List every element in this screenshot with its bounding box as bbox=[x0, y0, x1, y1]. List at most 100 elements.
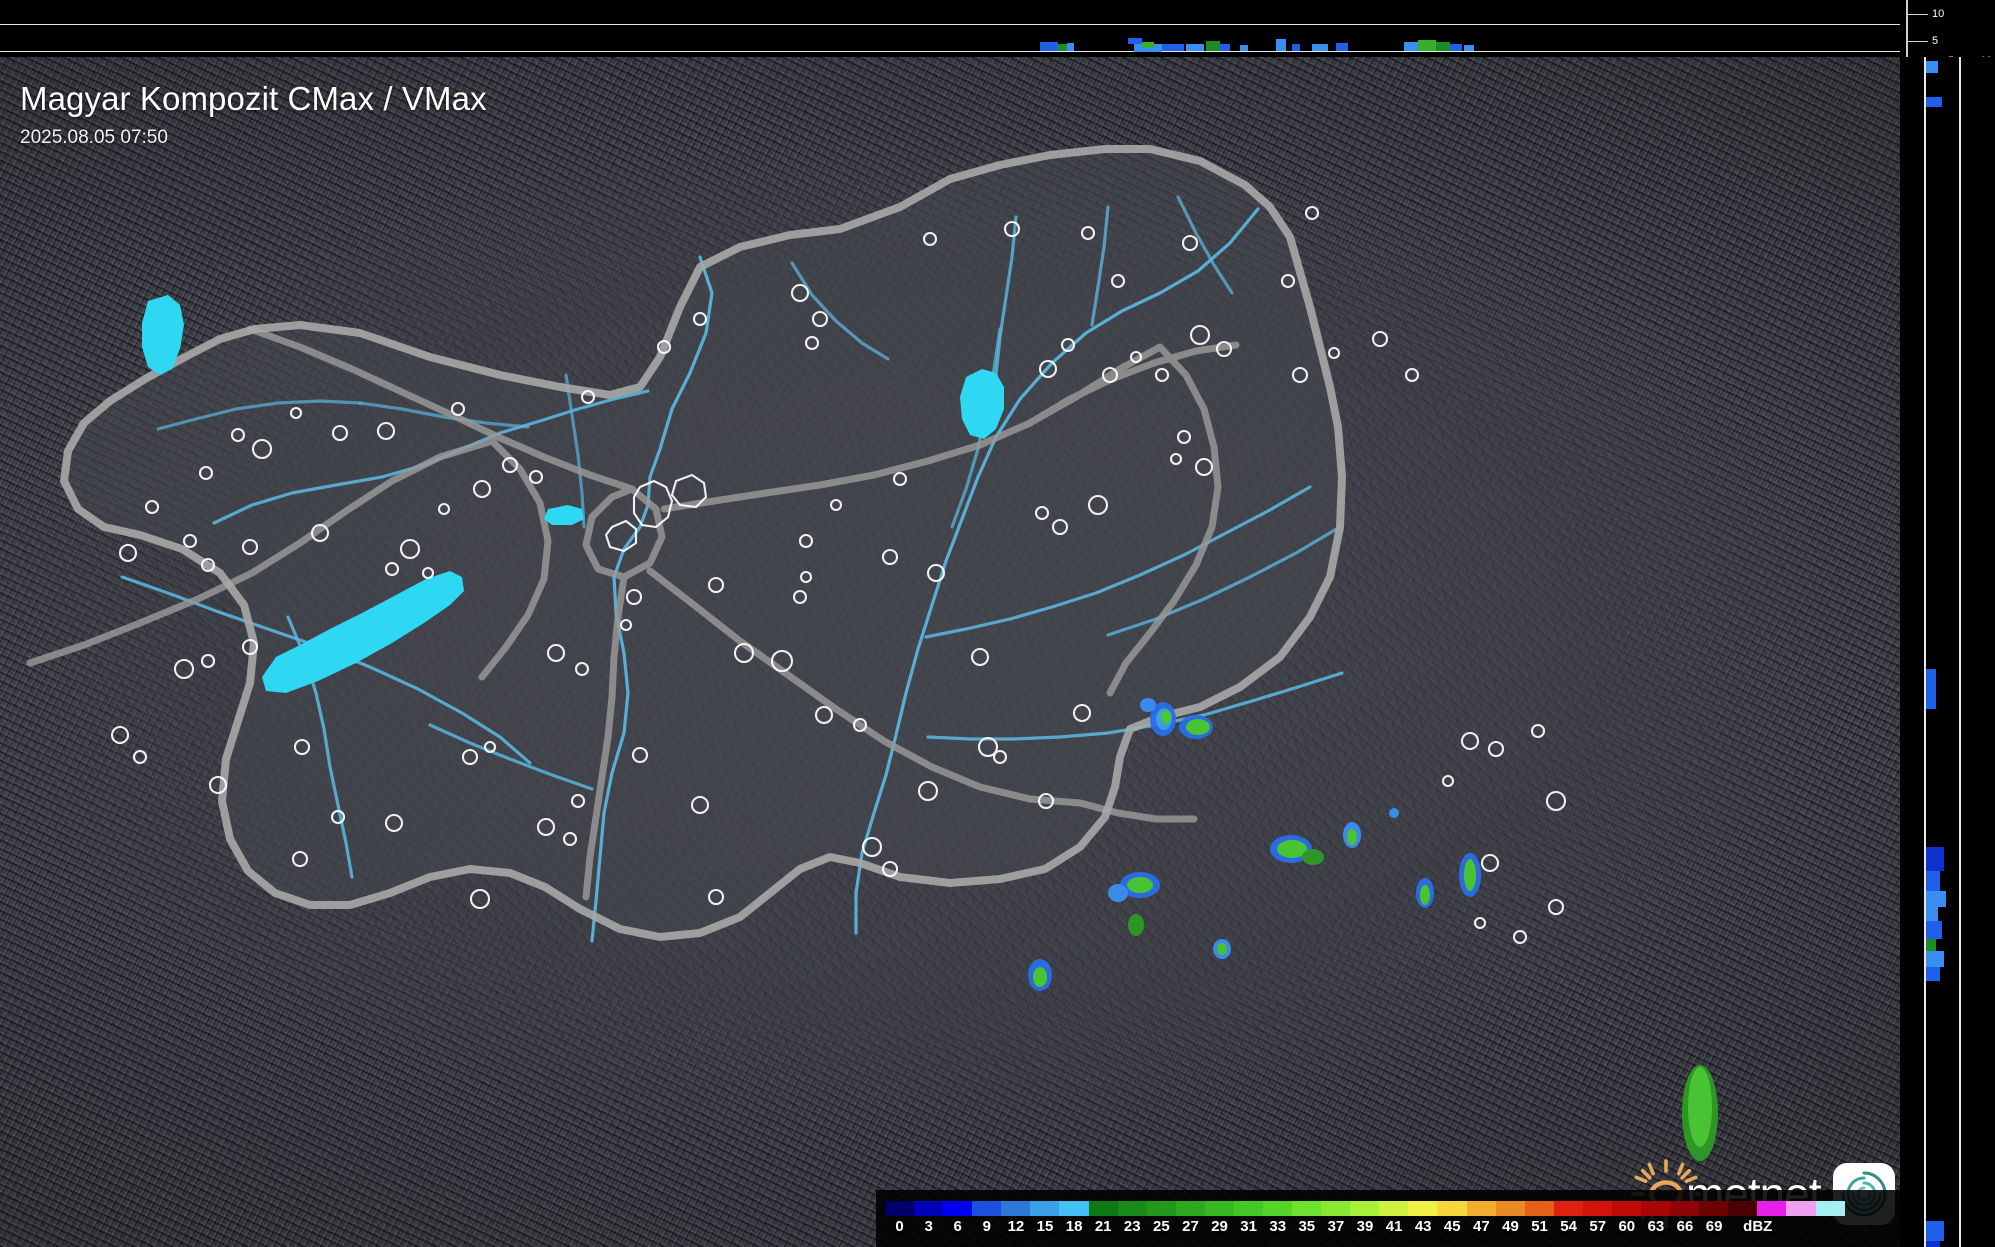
lakes-layer bbox=[142, 295, 1004, 693]
scale-tick-label: 25 bbox=[1153, 1218, 1170, 1235]
scale-tick-label: 41 bbox=[1385, 1218, 1403, 1235]
map-vector-layer bbox=[26, 145, 1718, 1161]
radar-echo-block bbox=[1220, 44, 1230, 51]
radar-echo-block bbox=[1926, 871, 1940, 891]
color-swatch bbox=[1117, 1201, 1147, 1216]
radar-echo-block bbox=[1926, 951, 1944, 967]
axis-tick-v-5 bbox=[1906, 41, 1928, 42]
vmax-top-gridline-2 bbox=[0, 51, 1900, 52]
color-swatch bbox=[1146, 1201, 1176, 1216]
color-swatch bbox=[1670, 1201, 1700, 1216]
color-swatch bbox=[1088, 1201, 1118, 1216]
scale-tick-label: 3 bbox=[924, 1218, 933, 1235]
color-swatch bbox=[1030, 1201, 1060, 1216]
scale-tick-label: 54 bbox=[1560, 1218, 1577, 1235]
color-swatch bbox=[1611, 1201, 1642, 1216]
color-swatch bbox=[1495, 1201, 1525, 1216]
radar-echo-block bbox=[1450, 44, 1462, 51]
scale-tick-label: 0 bbox=[895, 1218, 904, 1235]
vmax-top-gridline-1 bbox=[0, 24, 1900, 25]
radar-echo-block bbox=[1040, 42, 1058, 51]
radar-echo-block bbox=[1240, 45, 1248, 51]
lake-tisza bbox=[960, 369, 1004, 439]
color-swatch bbox=[1379, 1201, 1409, 1216]
axis-label-v-5: 5 bbox=[1932, 35, 1939, 47]
scale-tick-label: 39 bbox=[1356, 1218, 1374, 1235]
settlements-layer bbox=[110, 205, 1567, 945]
radar-echo-block bbox=[1134, 44, 1162, 52]
radar-echo-block bbox=[1058, 44, 1067, 51]
scale-tick-label: 47 bbox=[1473, 1218, 1490, 1235]
color-swatch bbox=[1059, 1201, 1089, 1216]
radar-echo-block bbox=[1926, 669, 1936, 709]
radar-echo-block bbox=[1926, 1241, 1940, 1247]
scale-tick-label: 33 bbox=[1269, 1218, 1287, 1235]
scale-tick-label: 29 bbox=[1211, 1218, 1228, 1235]
radar-echo-block bbox=[1162, 44, 1184, 51]
color-swatch bbox=[1292, 1201, 1322, 1216]
lake-balaton bbox=[262, 571, 464, 693]
scale-tick-label: 15 bbox=[1036, 1218, 1054, 1235]
color-swatch bbox=[1437, 1201, 1467, 1216]
scale-tick-label: 12 bbox=[1007, 1218, 1025, 1235]
scale-tick-label: 27 bbox=[1182, 1218, 1199, 1235]
color-swatch bbox=[1350, 1201, 1380, 1216]
radar-echo-block bbox=[1206, 41, 1220, 51]
color-swatch bbox=[1001, 1201, 1031, 1216]
color-swatch bbox=[1641, 1201, 1671, 1216]
color-swatch bbox=[1728, 1201, 1758, 1216]
color-swatch bbox=[1263, 1201, 1293, 1216]
scale-tick-label: 45 bbox=[1443, 1218, 1461, 1235]
color-scale-unit: dBZ bbox=[1743, 1218, 1773, 1235]
radar-echo-block bbox=[1276, 39, 1286, 51]
radar-echo-block bbox=[1464, 45, 1474, 51]
color-swatch bbox=[943, 1201, 973, 1216]
scale-tick-label: 37 bbox=[1327, 1218, 1345, 1235]
scale-tick-label: 6 bbox=[953, 1218, 962, 1235]
dbz-color-scale: 0 3 6 9 12 15 18 21 23 25 27 29 31 33 35 37 39 41 43 45 47 49… bbox=[876, 1190, 1900, 1247]
color-swatch bbox=[1699, 1201, 1729, 1216]
scale-tick-label: 60 bbox=[1618, 1218, 1636, 1235]
radar-echo-block bbox=[1418, 40, 1436, 51]
vmax-right-gridline-2 bbox=[1959, 57, 1961, 1247]
scale-tick-label: 63 bbox=[1647, 1218, 1665, 1235]
scale-tick-label: 43 bbox=[1414, 1218, 1432, 1235]
scale-tick-label: 57 bbox=[1589, 1218, 1607, 1235]
lake-ferto bbox=[142, 295, 184, 375]
color-swatch bbox=[1408, 1201, 1438, 1216]
scale-tick-label: 35 bbox=[1298, 1218, 1316, 1235]
axis-label-v-10: 10 bbox=[1932, 8, 1945, 20]
radar-echo-block bbox=[1926, 939, 1936, 951]
radar-echo-block bbox=[1926, 907, 1938, 921]
radar-echo-block bbox=[1128, 38, 1142, 44]
scale-tick-label: 69 bbox=[1705, 1218, 1723, 1235]
color-swatch bbox=[1815, 1201, 1845, 1216]
color-swatch bbox=[914, 1201, 944, 1216]
radar-echo-block bbox=[1186, 44, 1204, 51]
radar-echo-block bbox=[1926, 921, 1942, 939]
vmax-top-panel bbox=[0, 0, 1900, 57]
radar-echo-block bbox=[1312, 44, 1328, 51]
radar-echo-block bbox=[1404, 42, 1418, 51]
radar-echo-block bbox=[1142, 42, 1154, 48]
vmax-right-panel bbox=[1900, 57, 1995, 1247]
scale-tick-label: 23 bbox=[1123, 1218, 1141, 1235]
color-swatch bbox=[1204, 1201, 1234, 1216]
radar-echo-block bbox=[1926, 891, 1946, 907]
color-swatch bbox=[1321, 1201, 1351, 1216]
scale-tick-label: 31 bbox=[1240, 1218, 1257, 1235]
radar-echo-block bbox=[1436, 42, 1450, 51]
scale-tick-label: 66 bbox=[1676, 1218, 1694, 1235]
scale-tick-label: 18 bbox=[1065, 1218, 1083, 1235]
color-swatch bbox=[1466, 1201, 1496, 1216]
radar-echo-block bbox=[1067, 43, 1074, 51]
vmax-right-gridline-1 bbox=[1924, 57, 1926, 1247]
color-swatch bbox=[1524, 1201, 1554, 1216]
axis-tick-v-10 bbox=[1906, 14, 1928, 15]
radar-echo-block bbox=[1926, 967, 1940, 981]
scale-tick-label: 9 bbox=[982, 1218, 991, 1235]
radar-map[interactable]: Magyar Kompozit CMax / VMax 2025.08.05 0… bbox=[0, 57, 1900, 1247]
radar-echo-block bbox=[1926, 1221, 1944, 1241]
axis-vertical-line bbox=[1906, 0, 1908, 68]
